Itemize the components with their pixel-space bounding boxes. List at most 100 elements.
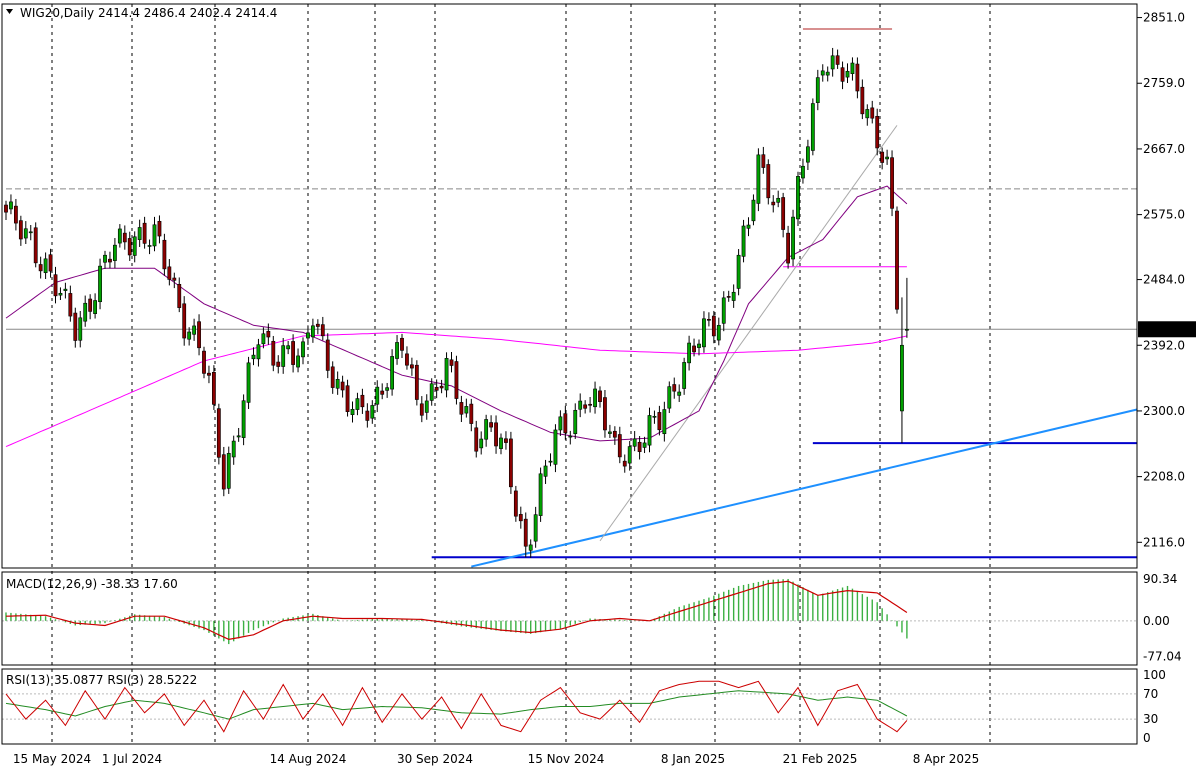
rsi-header: RSI(13) 35.0877 RSI(3) 28.5222 (6, 673, 197, 687)
candle-body (444, 358, 449, 391)
y-tick-label: 2851.0 (1143, 11, 1185, 25)
macd-pane-frame (1, 571, 1138, 666)
candle-body (127, 238, 132, 256)
candle-body (687, 342, 692, 364)
candle-body (212, 372, 216, 405)
price-pane-frame (1, 3, 1138, 569)
candle-body (177, 284, 182, 308)
candle-body (330, 366, 335, 388)
y-tick-label: 2575.0 (1143, 208, 1185, 222)
candle-body (236, 435, 241, 438)
candle-body (449, 359, 454, 366)
candle-body (137, 227, 142, 240)
x-tick-label: 14 Aug 2024 (270, 752, 347, 766)
x-tick-label: 15 Nov 2024 (528, 752, 605, 766)
candle-body (617, 434, 622, 458)
candle-body (731, 291, 736, 301)
candle-body (9, 201, 13, 210)
candle-body (286, 345, 291, 350)
candle-body (216, 408, 221, 458)
candle-body (380, 390, 385, 395)
dropdown-arrow-icon[interactable] (6, 9, 13, 14)
candle-body (38, 264, 43, 272)
candle-body (226, 453, 231, 489)
candle-body (33, 227, 38, 264)
candle-body (73, 312, 78, 341)
candle-body (766, 164, 771, 199)
y-tick-label: 2484.0 (1143, 273, 1185, 287)
y-tick-label: 2300.0 (1143, 404, 1185, 418)
candle-body (801, 165, 805, 179)
candle-body (4, 204, 8, 213)
candle-body (721, 297, 726, 324)
candle-body (276, 361, 281, 367)
candle-body (781, 197, 786, 230)
candle-body (523, 518, 528, 547)
candle-body (563, 413, 568, 434)
candle-body (528, 544, 533, 551)
rsi-y-tick-label: 0 (1143, 731, 1151, 745)
rsi-pane (2, 680, 1137, 733)
candle-body (870, 107, 875, 119)
candle-body (48, 254, 53, 272)
candle-body (424, 400, 429, 413)
candle-body (18, 220, 23, 240)
candle-body (805, 146, 810, 163)
x-tick-label: 21 Feb 2025 (783, 752, 858, 766)
candle-body (573, 409, 578, 434)
candle-body (405, 353, 409, 366)
candle-body (711, 315, 716, 337)
candle-body (786, 232, 791, 264)
candle-body (756, 154, 761, 204)
candle-body (375, 386, 380, 405)
macd-y-tick-label: 0.00 (1143, 614, 1170, 628)
candle-body (553, 429, 558, 465)
x-tick-label: 1 Jul 2024 (102, 752, 162, 766)
candle-body (504, 438, 508, 443)
candle-body (261, 333, 266, 345)
candle-body (340, 381, 345, 391)
candle-body (489, 422, 494, 428)
candle-body (113, 244, 117, 261)
candle-body (172, 277, 177, 281)
candle-body (157, 220, 162, 237)
candle-body (187, 331, 192, 340)
candle-body (840, 67, 845, 82)
candle-body (796, 176, 800, 220)
rsi-series-line (5, 680, 908, 733)
candle-body (652, 415, 657, 418)
candle-body (880, 151, 885, 163)
candle-body (414, 364, 419, 400)
candle-body (662, 409, 667, 435)
candle-body (68, 293, 73, 317)
y-tick-label: 2667.0 (1143, 142, 1185, 156)
candle-body (612, 430, 617, 438)
y-tick-label: 2208.0 (1143, 470, 1185, 484)
candle-body (845, 70, 850, 78)
candle-body (350, 408, 355, 415)
candle-body (776, 197, 781, 203)
candle-body (568, 435, 573, 438)
candle-body (390, 356, 395, 390)
candle-body (835, 55, 840, 65)
candle-body (771, 201, 776, 206)
candle-body (904, 328, 909, 331)
candle-body (558, 416, 563, 431)
candle-body (429, 383, 434, 401)
candle-body (306, 332, 310, 339)
candle-body (63, 288, 68, 291)
candle-body (830, 55, 835, 70)
price-pane (4, 28, 1138, 568)
rsi-y-tick-label: 30 (1143, 712, 1158, 726)
candle-body (791, 216, 795, 260)
candle-body (815, 77, 820, 103)
candle-body (637, 441, 642, 452)
candle-body (484, 419, 489, 440)
candle-body (28, 231, 33, 234)
candle-body (692, 345, 696, 353)
candle-body (192, 325, 197, 335)
candle-body (647, 415, 652, 446)
candle-body (14, 205, 18, 224)
main-header: WIG20,Daily 2414.4 2486.4 2402.4 2414.4 (20, 6, 277, 20)
